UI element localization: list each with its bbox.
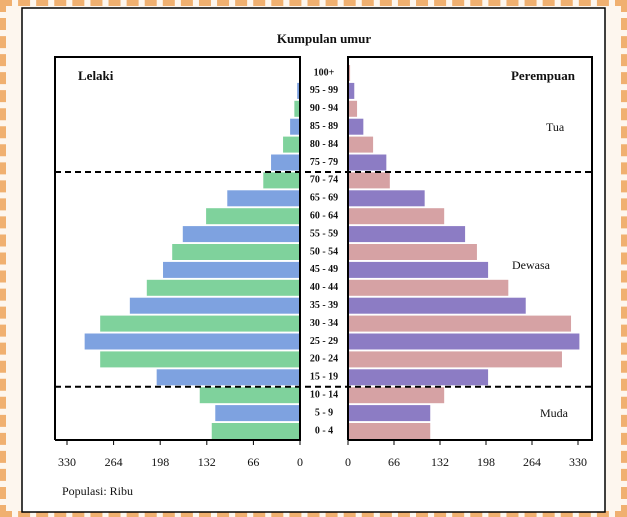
category-label: 15 - 19 [310, 372, 338, 383]
category-label: 75 - 79 [310, 157, 338, 168]
bar-male [199, 387, 300, 404]
bar-male [156, 369, 300, 386]
x-tick-label: 198 [151, 455, 169, 469]
bar-male [290, 118, 300, 135]
bar-male [129, 297, 300, 314]
category-label: 90 - 94 [310, 103, 338, 114]
annotation: Tua [546, 120, 565, 134]
x-tick-label: 198 [477, 455, 495, 469]
bar-female [348, 136, 374, 153]
bar-male [84, 333, 300, 350]
bar-female [348, 190, 425, 207]
category-label: 50 - 54 [310, 246, 338, 257]
bar-male [146, 279, 300, 296]
bar-male [227, 190, 300, 207]
bar-female [348, 118, 364, 135]
legend-female: Perempuan [511, 68, 576, 83]
bar-female [348, 244, 477, 260]
bar-female [348, 100, 358, 117]
x-tick-label: 132 [431, 455, 449, 469]
category-label: 30 - 34 [310, 318, 338, 329]
x-axis-label: Populasi: Ribu [62, 484, 133, 498]
bar-female [348, 65, 351, 81]
category-label: 25 - 29 [310, 336, 338, 347]
bar-male [271, 154, 300, 171]
bar-female [348, 297, 526, 314]
panel-left [54, 56, 301, 441]
category-label: 45 - 49 [310, 264, 338, 275]
bar-male [182, 226, 300, 243]
chart-title: Kumpulan umur [277, 31, 372, 46]
bar-male [297, 82, 300, 99]
bar-female [348, 226, 466, 243]
category-label: 40 - 44 [310, 282, 338, 293]
bar-female [348, 351, 562, 368]
bar-female [348, 279, 509, 296]
annotation: Dewasa [512, 258, 551, 272]
annotation: Muda [540, 406, 569, 420]
bar-female [348, 261, 489, 278]
bar-female [348, 172, 390, 189]
panel-right [347, 56, 593, 441]
category-label: 95 - 99 [310, 85, 338, 96]
bar-male [206, 208, 300, 225]
x-tick-label: 330 [58, 455, 76, 469]
bar-male [283, 136, 300, 153]
category-label: 60 - 64 [310, 210, 338, 221]
bar-female [348, 405, 431, 422]
bar-male [215, 405, 300, 422]
bar-female [348, 315, 572, 332]
bar-female [348, 154, 387, 171]
bar-male [263, 172, 300, 189]
x-tick-label: 264 [523, 455, 541, 469]
category-label: 55 - 59 [310, 228, 338, 239]
category-label: 70 - 74 [310, 175, 338, 186]
category-label: 85 - 89 [310, 121, 338, 132]
bar-female [348, 423, 431, 439]
category-label: 100+ [314, 67, 335, 78]
x-tick-label: 0 [345, 455, 351, 469]
bar-male [294, 100, 300, 117]
x-tick-label: 0 [297, 455, 303, 469]
bar-female [348, 387, 445, 404]
bar-female [348, 369, 489, 386]
x-tick-label: 264 [105, 455, 123, 469]
category-label: 65 - 69 [310, 193, 338, 204]
chart-area [21, 7, 606, 513]
bar-female [348, 208, 445, 225]
x-tick-label: 66 [388, 455, 400, 469]
bar-female [348, 82, 355, 99]
legend-male: Lelaki [78, 68, 114, 83]
bar-male [172, 244, 300, 260]
bar-male [100, 315, 300, 332]
bar-female [348, 333, 580, 350]
x-tick-label: 330 [569, 455, 587, 469]
x-tick-label: 66 [247, 455, 259, 469]
category-label: 0 - 4 [315, 425, 333, 436]
category-label: 80 - 84 [310, 139, 338, 150]
x-tick-label: 132 [198, 455, 216, 469]
bar-male [100, 351, 300, 368]
bar-male [211, 423, 300, 439]
category-label: 20 - 24 [310, 354, 338, 365]
category-label: 5 - 9 [315, 407, 333, 418]
category-label: 10 - 14 [310, 389, 338, 400]
category-label: 35 - 39 [310, 300, 338, 311]
bar-male [163, 261, 300, 278]
